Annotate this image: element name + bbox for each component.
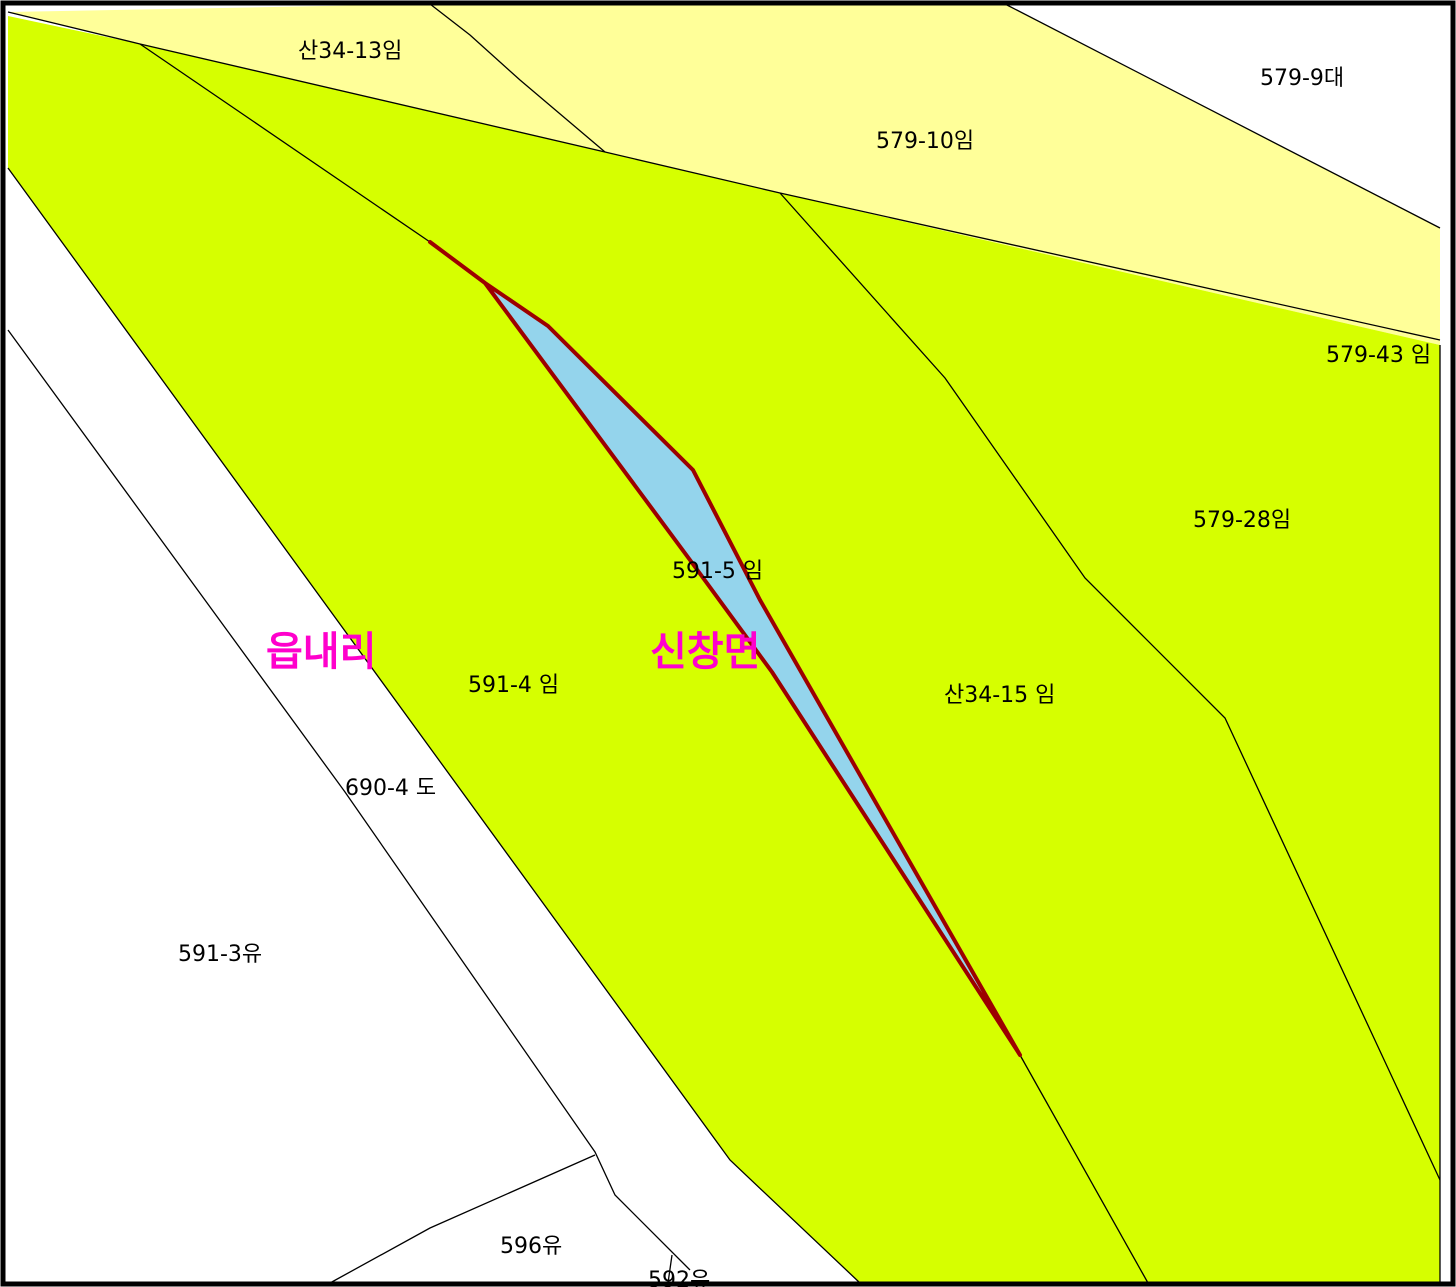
boundary-579-9 (1004, 3, 1441, 229)
boundary-579-28-west (779, 192, 1441, 1181)
parcel-labels: 산34-13임 579-9대 579-10임 579-43 임 579-28임 … (178, 39, 1431, 1287)
label-596: 596유 (500, 1234, 562, 1259)
label-579-10: 579-10임 (876, 129, 974, 154)
parcel-boundaries (7, 3, 1441, 1284)
parcel-forest-band[interactable] (8, 16, 1440, 1283)
boundary-road-left (7, 329, 691, 1271)
boundary-forest-left (7, 167, 861, 1284)
boundary-san34-13 (429, 3, 606, 153)
label-579-28: 579-28임 (1193, 508, 1291, 533)
region-label-eupnae-ri: 읍내리 (266, 629, 376, 675)
label-579-43: 579-43 임 (1326, 343, 1431, 368)
label-591-3: 591-3유 (178, 942, 262, 967)
boundary-596 (329, 1154, 596, 1284)
boundary-upper-left (139, 43, 431, 243)
selected-parcel-591-5[interactable] (428, 240, 1022, 1057)
label-san34-13: 산34-13임 (298, 39, 402, 64)
label-591-4: 591-4 임 (468, 673, 559, 698)
label-san34-15: 산34-15 임 (944, 683, 1055, 708)
region-labels: 읍내리 신창면 (266, 629, 760, 675)
boundary-592 (667, 1254, 673, 1284)
label-591-5: 591-5 임 (672, 559, 763, 584)
region-label-sinchang-myeon: 신창면 (650, 629, 760, 675)
boundary-selected-tail (1019, 1054, 1149, 1284)
label-690-4: 690-4 도 (345, 776, 436, 801)
label-579-9: 579-9대 (1260, 66, 1344, 91)
